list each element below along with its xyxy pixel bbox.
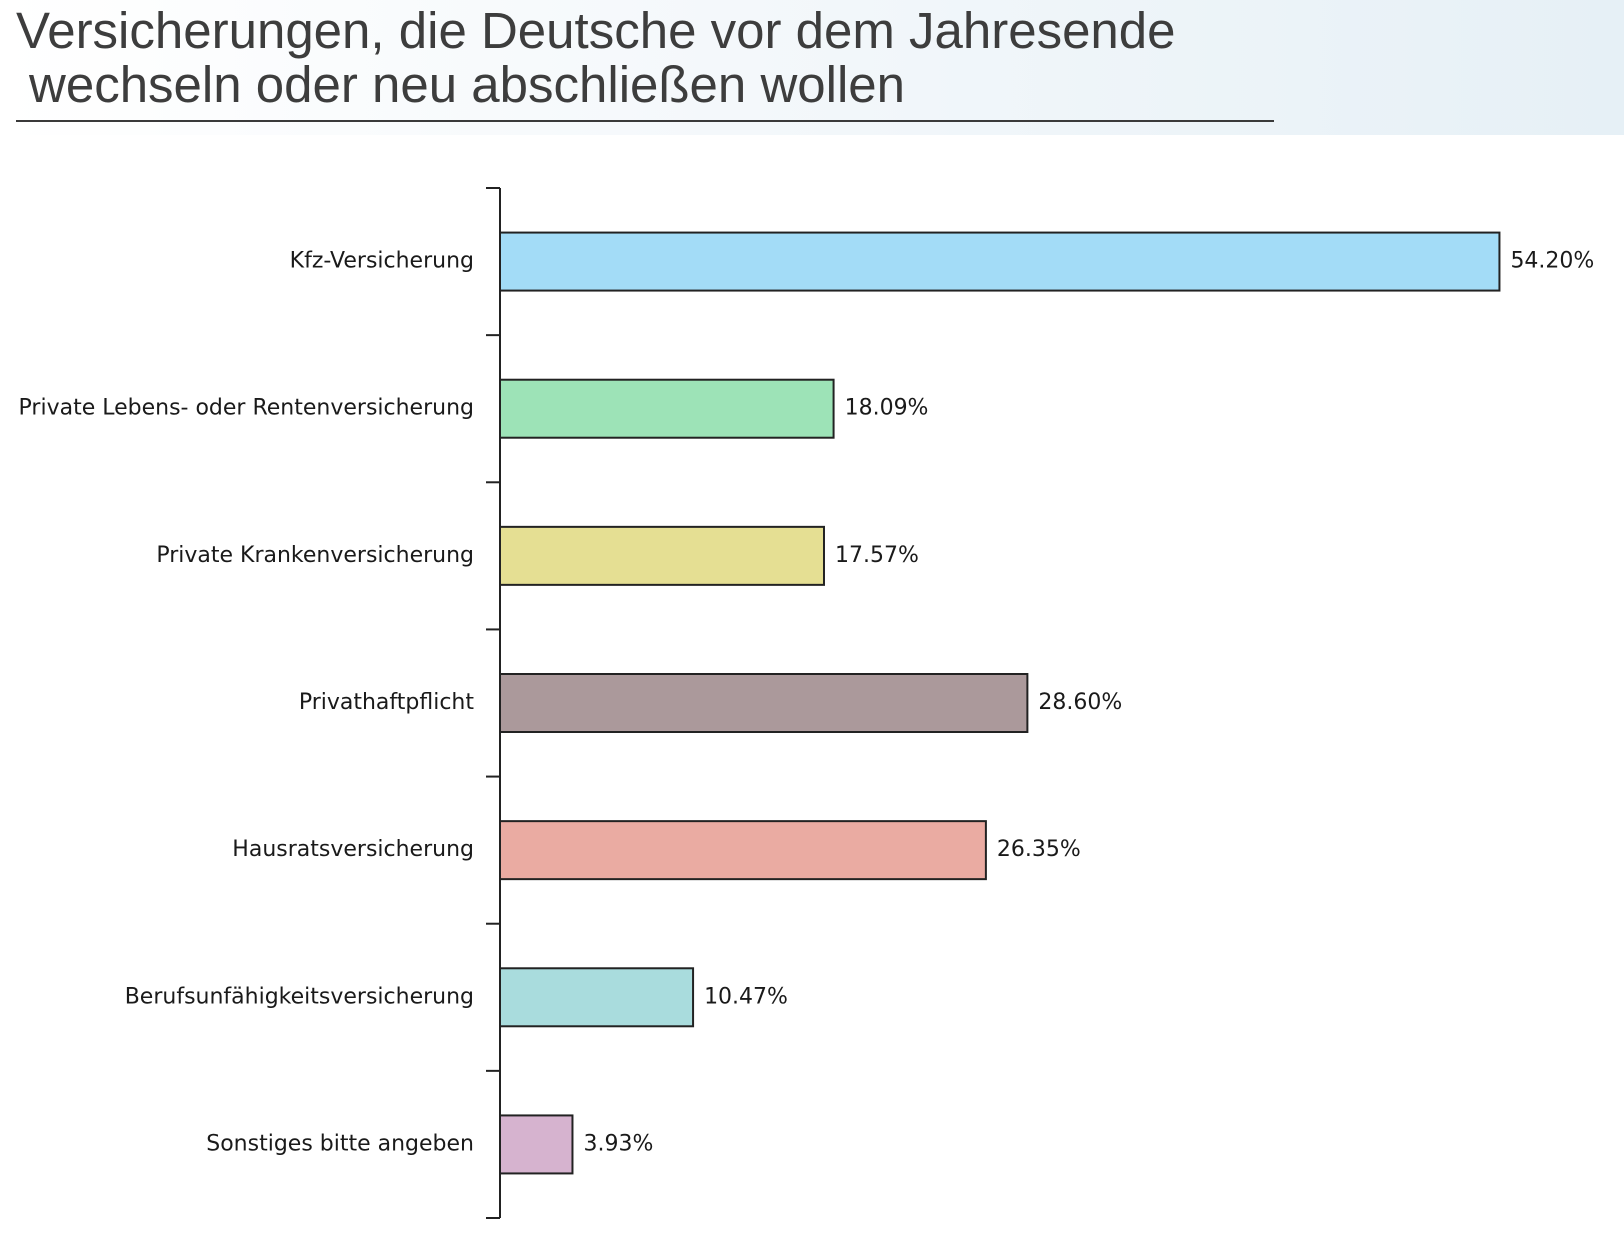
bar-1 xyxy=(499,231,1501,292)
category-label: Sonstiges bitte angeben xyxy=(206,1131,474,1156)
category-label: Hausratsversicherung xyxy=(232,837,474,862)
header-band xyxy=(0,0,1624,135)
page-title-line-1: Versicherungen, die Deutsche vor dem Jah… xyxy=(16,2,1176,59)
value-label: 54.20% xyxy=(1510,249,1594,274)
page-title-line-2: wechseln oder neu abschließen wollen xyxy=(29,56,906,113)
category-label: Private Krankenversicherung xyxy=(156,543,474,568)
value-label: 26.35% xyxy=(997,837,1081,862)
bar-7 xyxy=(499,1114,574,1175)
category-label: Kfz-Versicherung xyxy=(290,249,474,274)
category-label: Private Lebens- oder Rentenversicherung xyxy=(19,396,474,421)
value-label: 28.60% xyxy=(1038,690,1122,715)
title-divider xyxy=(16,120,1274,122)
bar-3 xyxy=(499,525,825,586)
value-label: 17.57% xyxy=(835,543,919,568)
bar-4 xyxy=(499,673,1029,733)
category-label: Berufsunfähigkeitsversicherung xyxy=(125,984,474,1009)
value-label: 3.93% xyxy=(583,1131,653,1156)
value-label: 10.47% xyxy=(704,984,788,1009)
category-label: Privathaftpflicht xyxy=(299,690,475,715)
bar-6 xyxy=(499,967,695,1028)
bar-5 xyxy=(499,820,987,881)
page-title: Versicherungen, die Deutsche vor dem Jah… xyxy=(16,4,1176,112)
bar-2 xyxy=(499,378,835,439)
value-label: 18.09% xyxy=(845,396,929,421)
